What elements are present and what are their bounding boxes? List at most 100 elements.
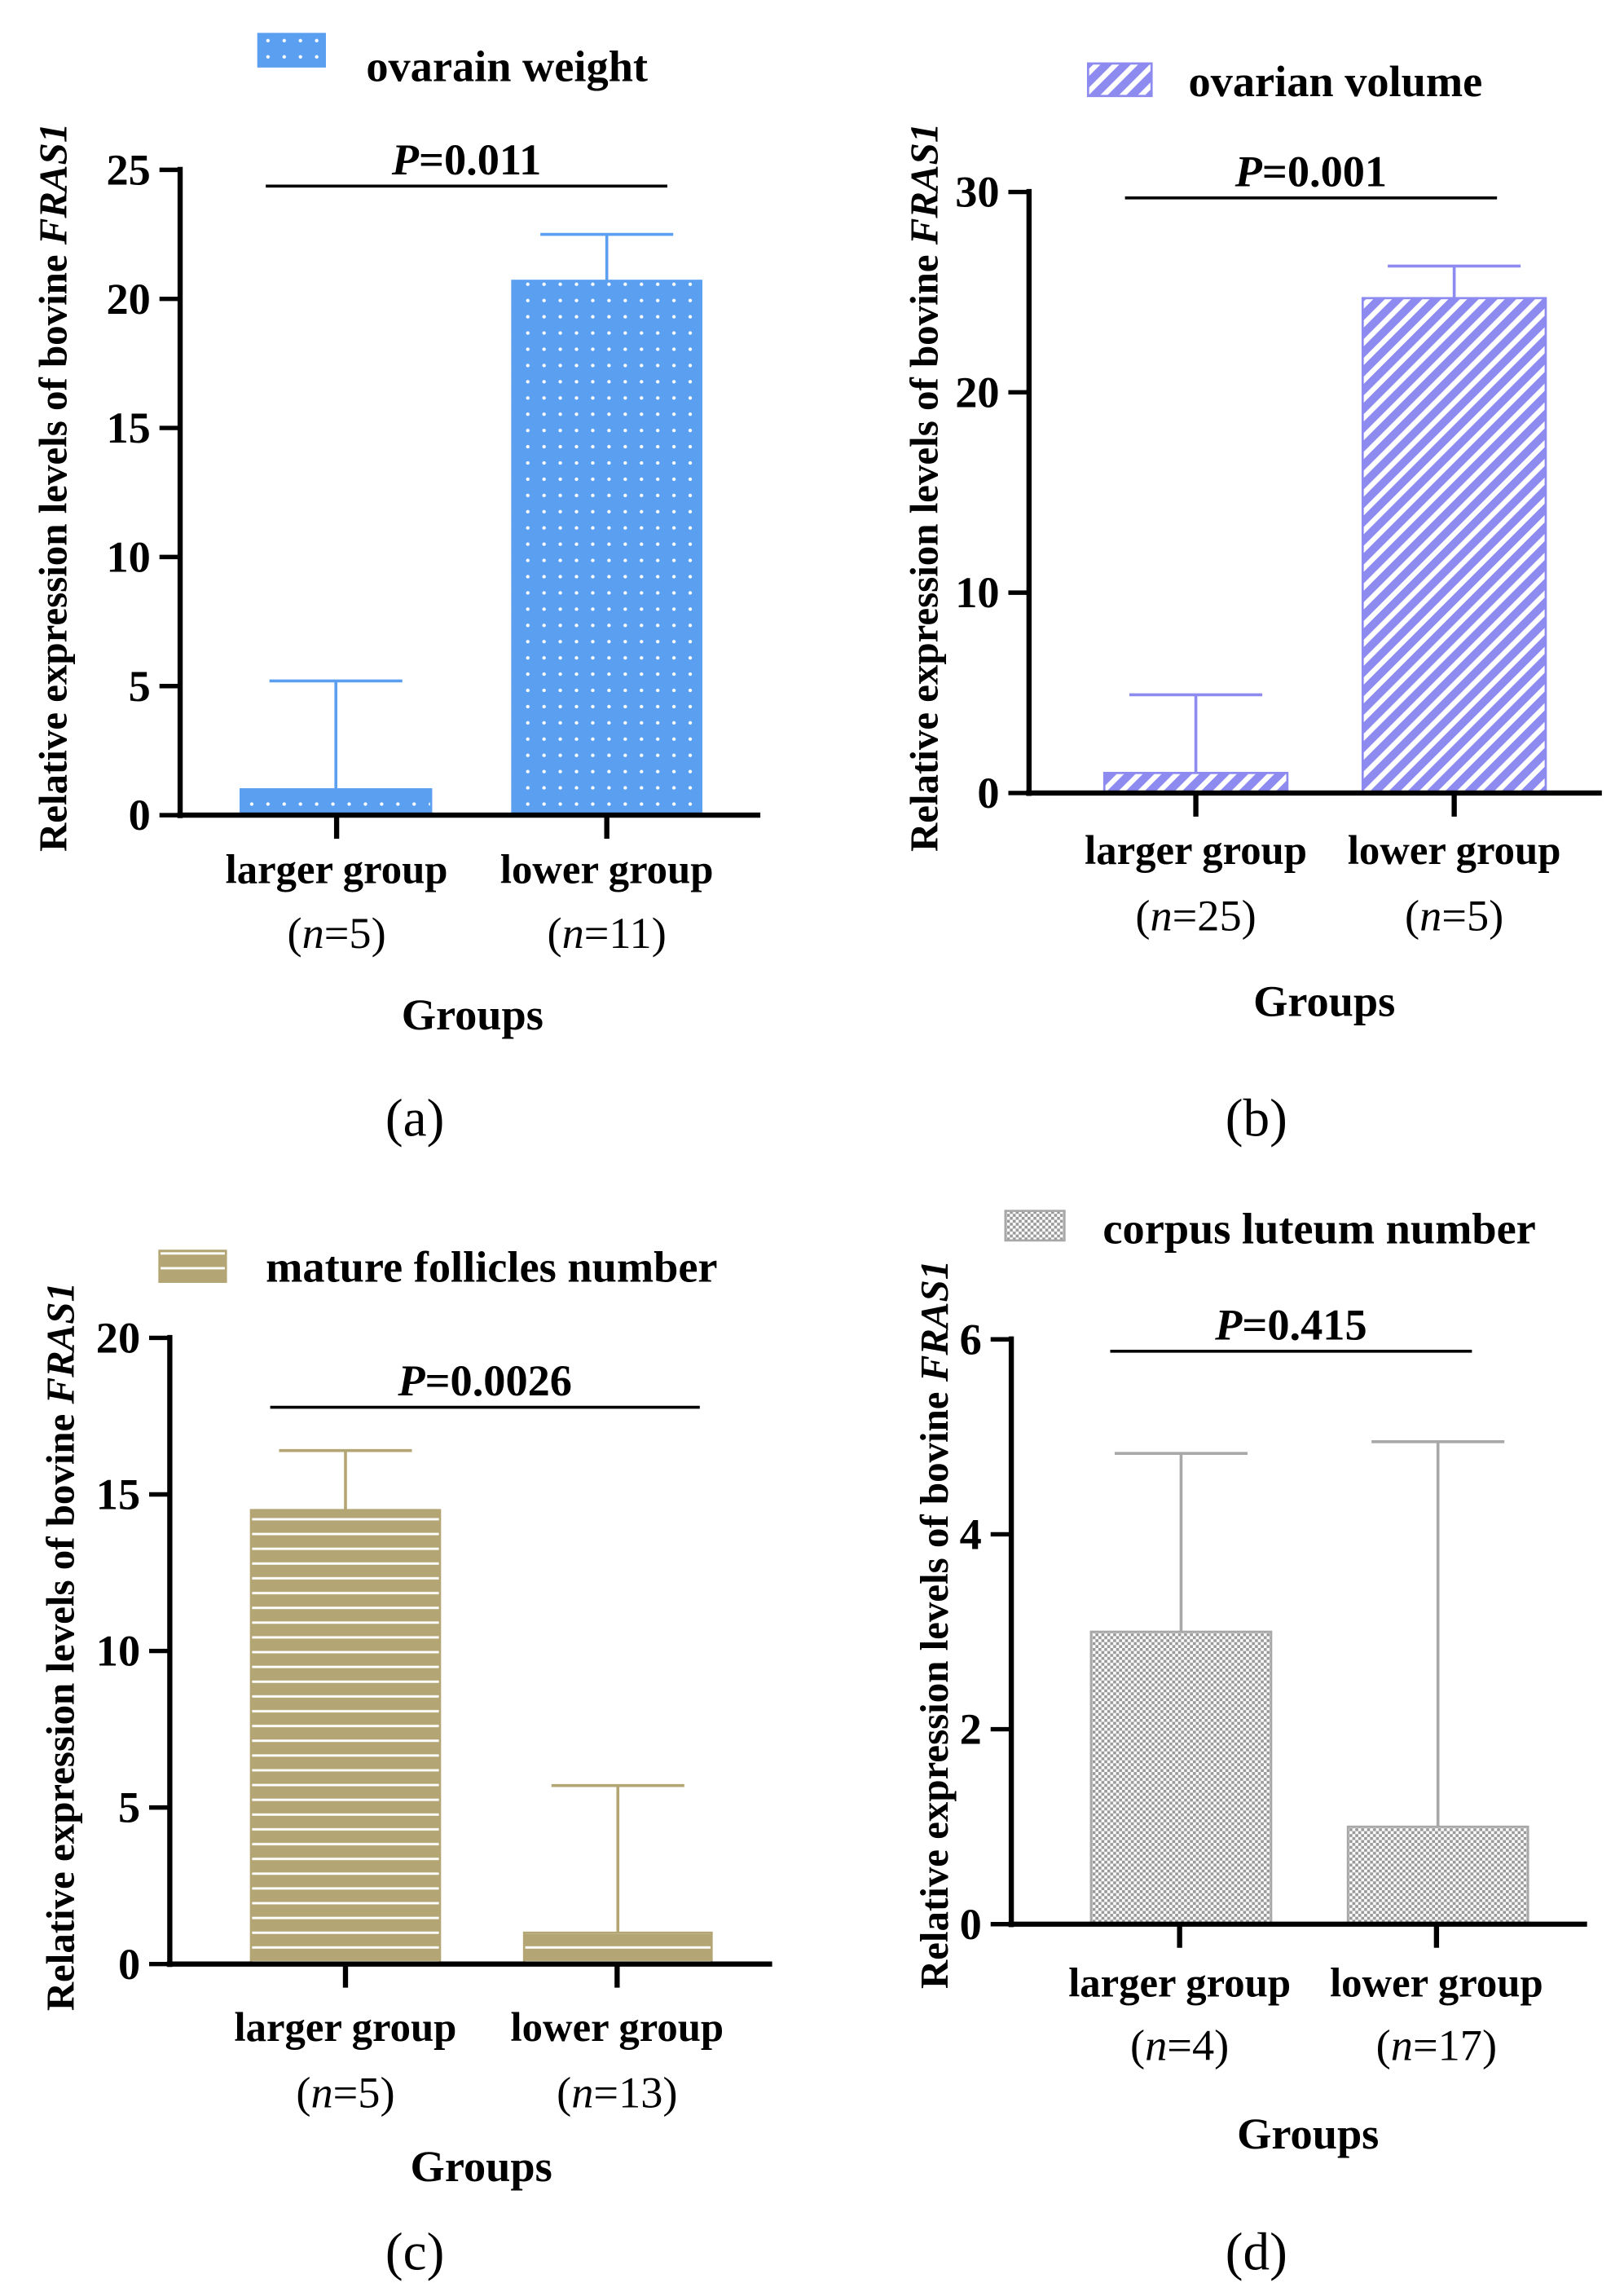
panel-label: (a) [385,1089,444,1148]
n-symbol: n [1150,891,1172,940]
y-tick-label: 15 [96,1470,140,1519]
legend-swatch [158,1249,227,1283]
n-label: (n=25) [1135,891,1256,940]
bar-0 [239,788,433,817]
legend-label: corpus luteum number [1102,1205,1535,1254]
y-tick-label: 0 [118,1940,140,1989]
y-label-gene: FRAS1 [31,123,76,246]
n-label: (n=5) [1405,891,1503,940]
legend-label: ovarain weight [366,42,648,91]
panel-label: (b) [1226,1089,1287,1148]
p-symbol: P [397,1356,425,1405]
chart-panel-b: ovarian volume 0 10 20 30 larger group (n=25) l… [902,57,1602,1148]
p-value: =0.001 [1262,147,1387,196]
y-axis-label: Relative expression levels of bovine FRA… [31,123,76,852]
n-value: 11 [609,909,651,958]
panel-label: (d) [1226,2224,1287,2282]
n-value: 17 [1438,2021,1482,2069]
n-symbol: n [1145,2021,1167,2069]
category-label: larger group [1068,1960,1291,2006]
n-value: 5 [1467,891,1489,940]
category-label: lower group [1348,827,1561,873]
legend-swatch [257,33,326,68]
n-label: (n=5) [287,909,385,958]
p-symbol: P [1214,1300,1243,1349]
y-axis-label: Relative expression levels of bovine FRA… [38,1282,83,2011]
n-symbol: n [562,909,584,958]
category-label: lower group [500,846,714,892]
n-symbol: n [302,909,324,958]
y-tick-label: 5 [118,1783,140,1832]
y-tick-label: 10 [106,533,150,582]
y-label-text: Relative expression levels of bovine [38,1404,83,2011]
y-label-gene: FRAS1 [38,1282,83,1405]
chart-panel-a: ovarain weight 0 5 10 15 20 25 larger group (n=5… [31,33,761,1148]
y-tick-label: 0 [129,791,151,840]
y-tick-label: 10 [955,568,999,617]
y-label-text: Relative expression levels of bovine [31,245,76,852]
n-symbol: n [1391,2021,1413,2069]
y-tick-label: 20 [96,1314,140,1363]
p-value: =0.415 [1242,1300,1367,1349]
p-value-label: P=0.001 [1235,147,1387,196]
bar-0 [1089,1630,1273,1926]
chart-panel-d: corpus luteum number 0 2 4 6 larger group (n=4… [912,1205,1587,2282]
p-value-label: P=0.0026 [397,1356,572,1405]
y-tick-label: 20 [106,275,150,324]
x-axis-label: Groups [402,990,544,1039]
y-tick-label: 5 [129,662,151,711]
panel-label: (c) [385,2224,444,2282]
x-axis-label: Groups [411,2142,552,2191]
p-value: =0.0026 [425,1356,572,1405]
y-axis-label: Relative expression levels of bovine FRA… [902,123,947,852]
y-tick-label: 0 [960,1900,982,1949]
bar-1 [511,280,702,817]
bar-1 [1346,1825,1529,1926]
legend-swatch [1004,1210,1066,1242]
y-tick-label: 2 [960,1705,982,1754]
category-label: larger group [1085,827,1307,873]
bar-0 [1102,771,1289,795]
bar-1 [1361,297,1547,795]
x-axis-label: Groups [1253,976,1395,1025]
legend-label: ovarian volume [1189,57,1483,106]
p-symbol: P [391,135,420,184]
y-label-gene: FRAS1 [912,1260,957,1383]
y-tick-label: 20 [955,368,999,416]
y-axis-label: Relative expression levels of bovine FRA… [912,1260,957,1989]
y-tick-label: 4 [960,1510,982,1559]
y-label-text: Relative expression levels of bovine [902,245,947,852]
p-value: =0.011 [419,135,541,184]
y-tick-label: 15 [106,403,150,452]
p-symbol: P [1235,147,1263,196]
category-label: lower group [1330,1960,1543,2006]
n-label: (n=11) [547,909,666,958]
n-value: 4 [1192,2021,1214,2069]
n-label: (n=4) [1130,2021,1229,2069]
n-label: (n=5) [296,2068,394,2117]
y-tick-label: 10 [96,1627,140,1676]
n-symbol: n [1419,891,1441,940]
n-value: 5 [358,2068,380,2117]
y-label-gene: FRAS1 [902,123,947,246]
y-tick-label: 30 [955,168,999,217]
p-value-label: P=0.011 [391,135,541,184]
n-symbol: n [571,2068,593,2117]
x-axis-label: Groups [1237,2109,1379,2158]
category-label: larger group [226,846,448,892]
y-tick-label: 25 [106,145,150,194]
n-value: 5 [349,909,371,958]
n-symbol: n [310,2068,332,2117]
category-label: larger group [235,2004,457,2050]
bar-1 [522,1931,713,1966]
legend-swatch [1086,62,1153,98]
y-label-text: Relative expression levels of bovine [912,1382,957,1989]
n-label: (n=13) [557,2068,677,2117]
chart-panel-c: mature follicles number 0 5 10 15 20 larger gr… [38,1243,772,2282]
n-value: 13 [618,2068,662,2117]
y-tick-label: 0 [977,769,999,818]
legend-label: mature follicles number [266,1243,717,1292]
p-value-label: P=0.415 [1214,1300,1367,1349]
category-label: lower group [511,2004,724,2050]
